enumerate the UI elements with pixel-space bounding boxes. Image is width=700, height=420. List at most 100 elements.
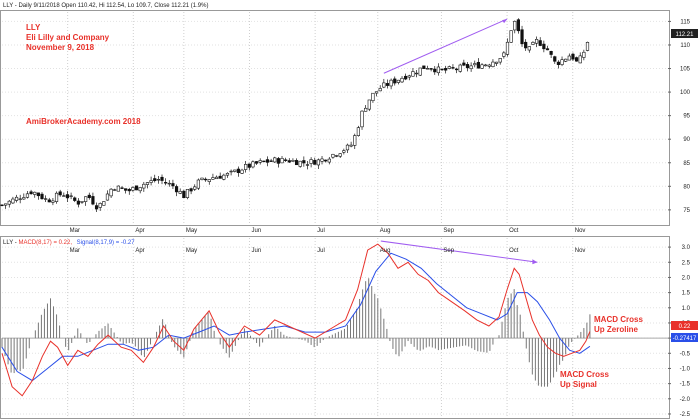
candle-body [167,182,171,185]
candle-body [196,179,200,189]
candle-body [578,55,582,64]
ann-ticker: LLY [26,23,41,32]
macd-ytick-label: -1.5 [680,382,691,388]
candle-body [207,179,211,182]
candle-body [436,66,440,74]
macd-ytick-label: -2.0 [680,397,691,403]
candle-body [444,68,448,71]
candle-body [18,198,22,200]
candle-body [247,163,251,168]
price-trendline [383,18,508,74]
x-tick-label: Sep [443,228,454,234]
candle-body [564,58,568,62]
candle-body [465,64,470,69]
candle-body [98,203,102,208]
candle-body [262,160,266,163]
x-tick-label-macd: Sep [443,248,454,254]
candle-body [105,193,110,201]
candle-body [414,72,419,75]
candle-body [404,75,408,80]
candle-body [400,77,404,83]
x-tick-label-macd: Oct [509,248,519,254]
candle-body [7,200,11,205]
candle-body [407,75,411,78]
macd-ytick-label: 2.5 [682,260,691,266]
macd-trendline [380,240,538,263]
watermark: AmiBrokerAcademy.com 2018 [26,117,141,126]
candle-body [534,39,539,44]
candle-body [571,53,575,60]
candle-body [556,61,561,65]
candle-body [218,175,222,179]
price-ytick-label: 110 [680,43,690,49]
candle-body [502,52,506,57]
candle-body [11,198,15,204]
macd-ytick-label: -2.5 [680,412,691,418]
x-tick-label-macd: Apr [135,248,144,254]
ann-cross-zero-1: MACD Cross [594,315,643,324]
candle-body [491,61,495,67]
candle-body [102,201,106,206]
candle-body [4,203,8,206]
candle-body [382,82,386,88]
candle-body [469,65,473,70]
x-tick-label: Jun [251,228,261,234]
candle-body [33,191,37,195]
candle-body [131,187,135,191]
candle-body [425,68,430,70]
candle-body [389,79,393,87]
macd-ytick-label: -0.5 [680,351,691,357]
macd-badge-bg [671,321,698,330]
candle-body [258,160,262,163]
candle-body [396,79,400,83]
price-badge-bg [671,29,698,38]
candle-body [222,174,226,180]
candle-body [494,61,499,64]
candle-body [542,43,546,50]
signal-badge: -0.27417 [673,336,697,342]
candle-body [487,64,491,67]
candle-body [265,159,270,163]
price-grid [2,12,668,224]
candle-body [229,170,233,173]
candle-body [109,188,113,197]
x-tick-label-macd: Nov [575,248,586,254]
macd-badge: 0.22 [679,324,691,330]
macd-lines [1,240,591,397]
candle-body [367,99,371,110]
candle-body [454,68,459,71]
candle-body [94,205,99,210]
macd-ytick-label: 2.0 [682,275,691,281]
candle-body [233,169,237,172]
candle-body [120,187,124,189]
candle-body [36,192,40,197]
candle-body [549,51,553,55]
price-ytick-label: 105 [680,67,691,73]
candle-body [505,41,510,55]
candle-body [458,64,462,72]
candle-body [360,110,364,128]
candle-body [138,187,142,192]
candle-body [418,67,422,76]
candle-body [527,46,531,51]
candle-body [276,158,280,164]
candle-body [240,169,244,174]
candle-body [178,190,182,194]
price-candles [0,18,590,212]
candle-body [160,176,164,181]
candle-body [476,61,480,69]
price-ytick-label: 90 [683,137,690,143]
candle-body [567,55,571,61]
ann-cross-signal-1: MACD Cross [560,370,609,379]
macd-ytick-label: -1.0 [680,366,691,372]
candle-body [124,188,128,191]
candle-body [269,160,273,162]
candle-body [174,186,179,193]
x-tick-label: Aug [380,228,391,234]
candle-body [545,48,550,51]
price-ytick-label: 100 [680,90,691,96]
candle-body [393,78,397,84]
price-ytick-label: 75 [683,208,690,214]
candle-body [582,51,586,58]
